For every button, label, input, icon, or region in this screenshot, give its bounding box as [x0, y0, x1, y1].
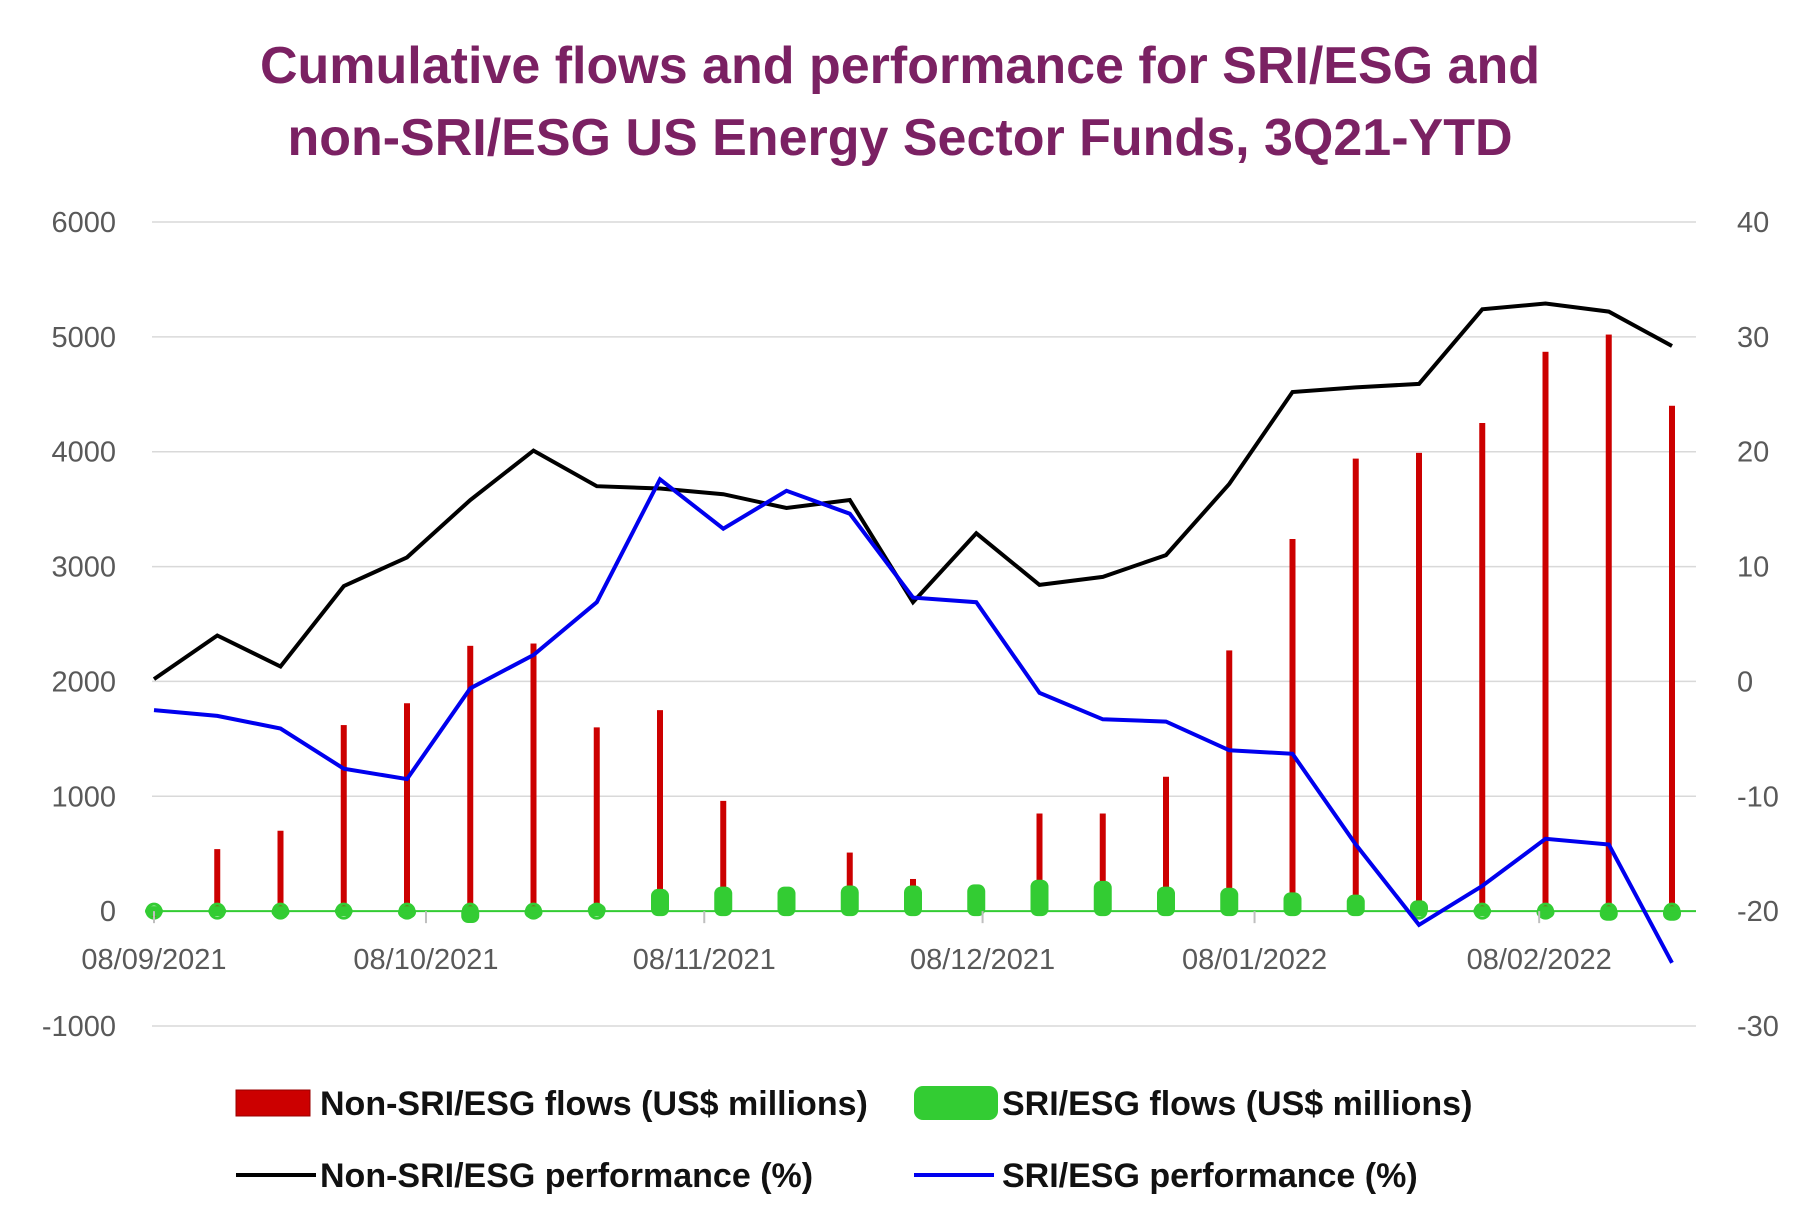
non-sri-flow-bar [1289, 539, 1296, 912]
y-right-tick-label: -30 [1737, 1011, 1779, 1043]
non-sri-flow-bar [1099, 813, 1106, 912]
bars [145, 334, 1681, 924]
non-sri-flow-bar [657, 710, 663, 912]
non-sri-flow-bar [404, 703, 410, 912]
non-sri-flow-bar [1036, 813, 1043, 912]
y-right-tick-label: 0 [1737, 666, 1753, 698]
y-left-tick-label: -1000 [42, 1011, 116, 1043]
y-right-tick-label: -10 [1737, 781, 1779, 813]
non-sri-flow-bar [1542, 351, 1549, 912]
sri-flow-zero-marker [1473, 902, 1491, 920]
x-tick-label: 08/11/2021 [633, 944, 776, 976]
non-sri-flow-bar [1226, 650, 1233, 912]
non-sri-flow-bar [1416, 452, 1422, 912]
x-axis: 08/09/2021 08/10/2021 08/11/2021 08/12/2021… [81, 911, 1612, 976]
non-sri-flow-bar [1605, 334, 1612, 912]
chart-title-line-2: non-SRI/ESG US Energy Sector Funds, 3Q21… [287, 109, 1513, 167]
non-sri-flow-bar [720, 800, 727, 912]
sri-flow-zero-marker [398, 902, 416, 920]
sri-flow-bar [1220, 887, 1239, 917]
non-sri-flow-bar [593, 727, 600, 912]
sri-flow-bar [714, 886, 733, 917]
non-sri-flow-bar [340, 725, 347, 912]
sri-flow-zero-marker [272, 902, 289, 920]
legend-non-sri-flows: Non-SRI/ESG flows (US$ millions) [235, 1085, 868, 1123]
chart-title: Cumulative flows and performance for SRI… [0, 30, 1800, 174]
non-sri-performance-line [152, 301, 1673, 681]
sri-flow-zero-marker [1410, 902, 1428, 920]
sri-flow-bar [840, 885, 859, 917]
sri-flow-bar [1283, 892, 1302, 917]
sri-flow-zero-marker [1663, 902, 1681, 920]
y-right-tick-label: 30 [1737, 322, 1769, 354]
sri-flow-zero-marker [525, 902, 542, 920]
non-sri-flow-bar [277, 830, 284, 912]
sri-flow-zero-marker [461, 902, 479, 920]
non-sri-flow-bar [1163, 776, 1169, 912]
x-tick-label: 08/01/2022 [1182, 944, 1327, 976]
legend-label: Non-SRI/ESG flows (US$ millions) [320, 1085, 868, 1123]
sri-flow-zero-marker [208, 902, 226, 920]
y-left-tick-label: 0 [100, 896, 116, 928]
non-sri-flow-bar [1352, 458, 1359, 912]
sri-flow-bar [1157, 886, 1175, 917]
sri-flow-zero-marker [1600, 902, 1618, 920]
y-axis-left: -1000 0 1000 2000 3000 4000 5000 6000 [42, 207, 116, 1043]
x-tick-label: 08/02/2022 [1467, 944, 1612, 976]
non-sri-flow-bar [214, 849, 221, 912]
sri-flow-zero-marker [588, 902, 606, 920]
lines [152, 301, 1674, 964]
sri-flow-bar [1030, 879, 1049, 917]
y-axis-right: -30 -20 -10 0 10 20 30 40 [1737, 207, 1779, 1043]
x-tick-label: 08/09/2021 [81, 944, 226, 976]
non-sri-flow-bar [467, 645, 474, 912]
legend-swatch [235, 1089, 311, 1117]
y-left-tick-label: 5000 [51, 322, 116, 354]
y-left-tick-label: 4000 [51, 437, 116, 469]
sri-flow-bar [777, 886, 796, 917]
legend-sri-flows: SRI/ESG flows (US$ millions) [914, 1085, 1472, 1123]
x-tick-label: 08/10/2021 [353, 944, 498, 976]
y-right-tick-label: 10 [1737, 552, 1769, 584]
sri-flow-bar [967, 884, 986, 917]
non-sri-flow-bar [530, 643, 537, 912]
legend-label: Non-SRI/ESG performance (%) [320, 1157, 813, 1195]
sri-flow-bar [1093, 880, 1112, 917]
non-sri-flow-bar [1479, 423, 1486, 912]
x-tick-label: 08/12/2021 [910, 944, 1055, 976]
legend-sri-performance: SRI/ESG performance (%) [914, 1157, 1418, 1195]
y-right-tick-label: 20 [1737, 437, 1769, 469]
legend-label: SRI/ESG performance (%) [1002, 1157, 1418, 1195]
legend-label: SRI/ESG flows (US$ millions) [1002, 1085, 1472, 1123]
y-left-tick-label: 3000 [51, 552, 116, 584]
sri-flow-zero-marker [335, 902, 353, 920]
gridlines [152, 221, 1696, 1027]
sri-flow-bar [1346, 894, 1365, 917]
non-sri-flow-bar [1669, 405, 1675, 912]
sri-flow-bar [651, 888, 669, 917]
legend: Non-SRI/ESG flows (US$ millions) SRI/ESG … [235, 1085, 1472, 1195]
y-left-tick-label: 1000 [51, 781, 116, 813]
y-left-tick-label: 2000 [51, 666, 116, 698]
sri-flow-bar [904, 885, 922, 917]
y-right-tick-label: 40 [1737, 207, 1769, 239]
sri-performance-line [153, 476, 1674, 964]
y-left-tick-label: 6000 [51, 207, 116, 239]
legend-non-sri-performance: Non-SRI/ESG performance (%) [236, 1157, 813, 1195]
y-right-tick-label: -20 [1737, 896, 1779, 928]
legend-swatch [914, 1086, 998, 1120]
non-sri-flow-bar [846, 852, 853, 912]
chart-title-line-1: Cumulative flows and performance for SRI… [259, 37, 1541, 95]
